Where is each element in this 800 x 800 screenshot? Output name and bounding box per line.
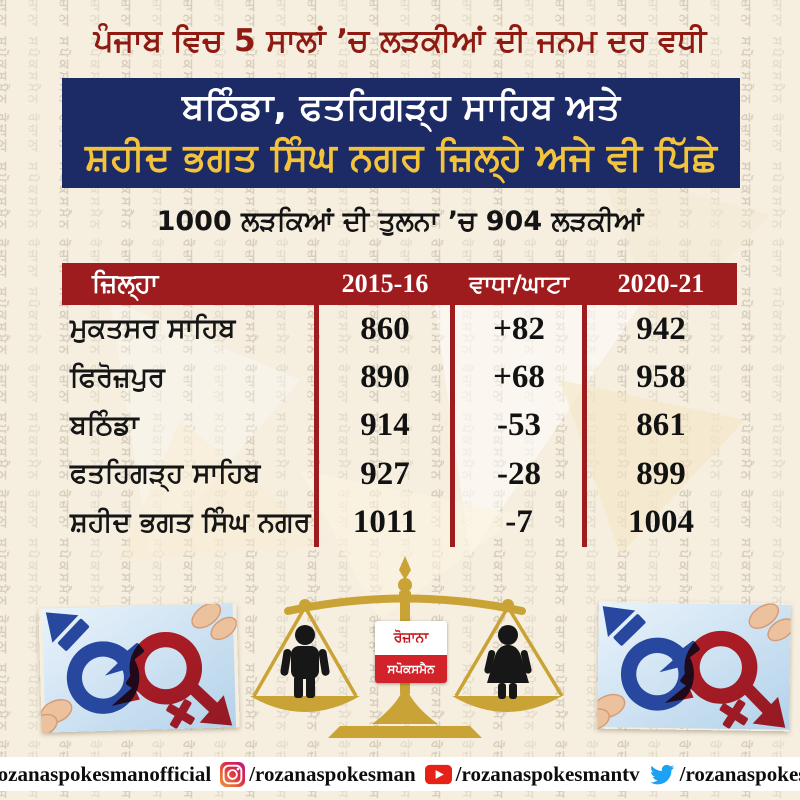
watermark-column: ਰੋਜ਼ਾਨਾ ਸਪੋਕਸਮੈਨ ਰੋਜ਼ਾਨਾ ਸਪੋਕਸਮੈਨ ਰੋਜ਼ਾਨ… bbox=[0, 0, 9, 800]
change-cell: +82 bbox=[493, 310, 545, 347]
column-divider bbox=[314, 305, 319, 547]
table-row: ਫਿਰੋਜ਼ਪੁਰ 890 +68 958 bbox=[62, 353, 737, 401]
twitter-item: /rozanaspokesman bbox=[649, 762, 800, 787]
watermark-column: ਰੋਜ਼ਾਨਾ ਸਪੋਕਸਮੈਨ ਰੋਜ਼ਾਨਾ ਸਪੋਕਸਮੈਨ ਰੋਜ਼ਾਨ… bbox=[56, 0, 71, 800]
watermark-column: ਰੋਜ਼ਾਨਾ ਸਪੋਕਸਮੈਨ ਰੋਜ਼ਾਨਾ ਸਪੋਕਸਮੈਨ ਰੋਜ਼ਾਨ… bbox=[738, 0, 753, 800]
facebook-item: f /rozanaspokesmanofficial bbox=[0, 762, 211, 787]
social-footer: f /rozanaspokesmanofficial /rozanaspokes… bbox=[0, 757, 800, 791]
district-cell: ਮੁਕਤਸਰ ਸਾਹਿਬ bbox=[70, 313, 236, 345]
column-divider bbox=[450, 305, 455, 547]
value-2020-cell: 861 bbox=[636, 407, 686, 444]
data-table: ਜ਼ਿਲ੍ਹਾ 2015-16 ਵਾਧਾ/ਘਾਟਾ 2020-21 ਮੁਕਤਸਰ… bbox=[62, 263, 737, 547]
watermark-column: ਰੋਜ਼ਾਨਾ ਸਪੋਕਸਮੈਨ ਰੋਜ਼ਾਨਾ ਸਪੋਕਸਮੈਨ ਰੋਜ਼ਾਨ… bbox=[211, 0, 226, 800]
value-2015-cell: 890 bbox=[360, 359, 410, 396]
spokesman-logo: ਰੋਜ਼ਾਨਾ ਸਪੋਕਸਮੈਨ bbox=[375, 621, 447, 683]
youtube-item: /rozanaspokesmantv bbox=[424, 761, 640, 787]
change-cell: -28 bbox=[497, 455, 541, 492]
twitter-handle: /rozanaspokesman bbox=[679, 761, 800, 786]
youtube-icon bbox=[424, 764, 452, 784]
change-cell: -53 bbox=[497, 407, 541, 444]
female-figure bbox=[484, 625, 532, 699]
change-cell: -7 bbox=[505, 504, 533, 541]
watermark-column: ਰੋਜ਼ਾਨਾ ਸਪੋਕਸਮੈਨ ਰੋਜ਼ਾਨਾ ਸਪੋਕਸਮੈਨ ਰੋਜ਼ਾਨ… bbox=[25, 0, 40, 800]
district-cell: ਸ਼ਹੀਦ ਭਗਤ ਸਿੰਘ ਨਗਰ bbox=[70, 506, 311, 538]
value-2020-cell: 1004 bbox=[628, 504, 694, 541]
table-header: ਜ਼ਿਲ੍ਹਾ 2015-16 ਵਾਧਾ/ਘਾਟਾ 2020-21 bbox=[62, 263, 737, 305]
male-figure bbox=[280, 625, 330, 698]
value-2020-cell: 942 bbox=[636, 310, 686, 347]
headline-line2: ਸ਼ਹੀਦ ਭਗਤ ਸਿੰਘ ਨਗਰ ਜ਼ਿਲ੍ਹੇ ਅਜੇ ਵੀ ਪਿੱਛੇ bbox=[85, 135, 717, 179]
district-cell: ਫਤਹਿਗੜ੍ਹ ਸਾਹਿਬ bbox=[70, 458, 261, 490]
scale-left-pan bbox=[250, 696, 360, 712]
district-cell: ਫਿਰੋਜ਼ਪੁਰ bbox=[70, 361, 165, 393]
table-row: ਸ਼ਹੀਦ ਭਗਤ ਸਿੰਘ ਨਗਰ 1011 -7 1004 bbox=[62, 499, 737, 547]
twitter-icon bbox=[649, 764, 674, 784]
table-body: ਮੁਕਤਸਰ ਸਾਹਿਬ 860 +82 942 ਫਿਰੋਜ਼ਪੁਰ 890 +… bbox=[62, 305, 737, 547]
watermark-column: ਰੋਜ਼ਾਨਾ ਸਪੋਕਸਮੈਨ ਰੋਜ਼ਾਨਾ ਸਪੋਕਸਮੈਨ ਰੋਜ਼ਾਨ… bbox=[149, 0, 164, 800]
scale-finial bbox=[399, 556, 411, 580]
table-row: ਫਤਹਿਗੜ੍ਹ ਸਾਹਿਬ 927 -28 899 bbox=[62, 450, 737, 498]
scale-beam bbox=[284, 594, 526, 615]
table-row: ਬਠਿੰਡਾ 914 -53 861 bbox=[62, 402, 737, 450]
page-title: ਪੰਜਾਬ ਵਿਚ 5 ਸਾਲਾਂ ’ਚ ਲੜਕੀਆਂ ਦੀ ਜਨਮ ਦਰ ਵਧ… bbox=[93, 23, 707, 59]
headline-banner: ਬਠਿੰਡਾ, ਫਤਹਿਗੜ੍ਹ ਸਾਹਿਬ ਅਤੇ ਸ਼ਹੀਦ ਭਗਤ ਸਿੰ… bbox=[62, 78, 740, 188]
spokesman-logo-line1: ਰੋਜ਼ਾਨਾ bbox=[375, 621, 447, 655]
gender-symbols-photo-right bbox=[597, 600, 791, 732]
header-change: ਵਾਧਾ/ਘਾਟਾ bbox=[469, 270, 569, 298]
table-row: ਮੁਕਤਸਰ ਸਾਹਿਬ 860 +82 942 bbox=[62, 305, 737, 353]
watermark-column: ਰੋਜ਼ਾਨਾ ਸਪੋਕਸਮੈਨ ਰੋਜ਼ਾਨਾ ਸਪੋਕਸਮੈਨ ਰੋਜ਼ਾਨ… bbox=[180, 0, 195, 800]
header-district: ਜ਼ਿਲ੍ਹਾ bbox=[92, 268, 159, 299]
headline-line1: ਬਠਿੰਡਾ, ਫਤਹਿਗੜ੍ਹ ਸਾਹਿਬ ਅਤੇ bbox=[181, 87, 621, 128]
column-divider bbox=[582, 305, 587, 547]
spokesman-logo-line2: ਸਪੋਕਸਮੈਨ bbox=[375, 655, 447, 683]
value-2015-cell: 914 bbox=[360, 407, 410, 444]
value-2020-cell: 958 bbox=[636, 359, 686, 396]
value-2015-cell: 860 bbox=[360, 310, 410, 347]
instagram-item: /rozanaspokesman bbox=[220, 761, 416, 787]
header-2020-21: 2020-21 bbox=[617, 269, 705, 298]
facebook-handle: /rozanaspokesmanofficial bbox=[0, 761, 212, 786]
scale-strings bbox=[252, 606, 564, 697]
watermark-column: ਰੋਜ਼ਾਨਾ ਸਪੋਕਸਮੈਨ ਰੋਜ਼ਾਨਾ ਸਪੋਕਸਮੈਨ ਰੋਜ਼ਾਨ… bbox=[118, 0, 133, 800]
instagram-handle: /rozanaspokesman bbox=[249, 761, 416, 786]
change-cell: +68 bbox=[493, 359, 545, 396]
watermark-column: ਰੋਜ਼ਾਨਾ ਸਪੋਕਸਮੈਨ ਰੋਜ਼ਾਨਾ ਸਪੋਕਸਮੈਨ ਰੋਜ਼ਾਨ… bbox=[769, 0, 784, 800]
district-cell: ਬਠਿੰਡਾ bbox=[70, 409, 139, 441]
header-2015-16: 2015-16 bbox=[341, 269, 429, 298]
gender-symbols-photo-left bbox=[38, 603, 240, 733]
value-2020-cell: 899 bbox=[636, 455, 686, 492]
watermark-column: ਰੋਜ਼ਾਨਾ ਸਪੋਕਸਮੈਨ ਰੋਜ਼ਾਨਾ ਸਪੋਕਸਮੈਨ ਰੋਜ਼ਾਨ… bbox=[242, 0, 257, 800]
watermark-column: ਰੋਜ਼ਾਨਾ ਸਪੋਕਸਮੈਨ ਰੋਜ਼ਾਨਾ ਸਪੋਕਸਮੈਨ ਰੋਜ਼ਾਨ… bbox=[87, 0, 102, 800]
youtube-handle: /rozanaspokesmantv bbox=[455, 761, 640, 786]
watermark-column: ਰੋਜ਼ਾਨਾ ਸਪੋਕਸਮੈਨ ਰੋਜ਼ਾਨਾ ਸਪੋਕਸਮੈਨ ਰੋਜ਼ਾਨ… bbox=[273, 0, 288, 800]
value-2015-cell: 1011 bbox=[352, 504, 418, 541]
subtitle-ratio: 1000 ਲੜਕਿਆਂ ਦੀ ਤੁਲਨਾ ’ਚ 904 ਲੜਕੀਆਂ bbox=[156, 206, 644, 237]
instagram-icon bbox=[220, 761, 246, 787]
scale-right-pan bbox=[452, 696, 562, 712]
value-2015-cell: 927 bbox=[360, 455, 410, 492]
